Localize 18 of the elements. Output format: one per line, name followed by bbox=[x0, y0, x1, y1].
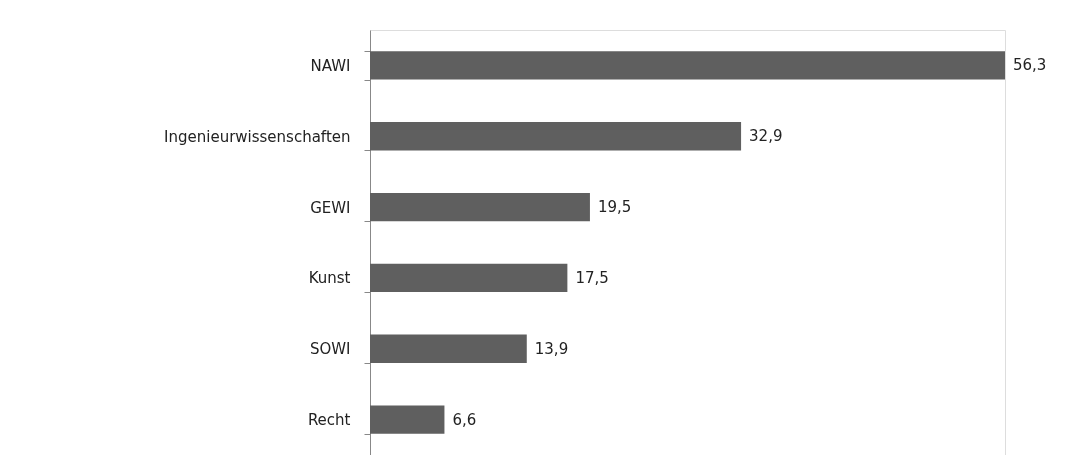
bar bbox=[370, 334, 527, 363]
y-tick-label: Ingenieurwissenschaften bbox=[164, 127, 351, 146]
bar bbox=[370, 263, 568, 293]
bar bbox=[370, 192, 590, 222]
data-label: 17,5 bbox=[575, 268, 609, 287]
data-label: 6,6 bbox=[452, 410, 477, 429]
data-label: 32,9 bbox=[749, 127, 783, 146]
y-tick-label: SOWI bbox=[309, 340, 351, 359]
bar bbox=[370, 122, 742, 151]
y-tick-label: Kunst bbox=[308, 269, 351, 288]
data-label: 13,9 bbox=[534, 339, 569, 358]
bar bbox=[370, 405, 445, 434]
y-tick-label: NAWI bbox=[310, 56, 351, 75]
y-tick-label: GEWI bbox=[310, 198, 351, 217]
bar bbox=[370, 51, 1005, 80]
data-label: 19,5 bbox=[597, 198, 632, 217]
y-tick-label: Recht bbox=[307, 411, 351, 430]
data-label: 56,3 bbox=[1013, 56, 1047, 75]
